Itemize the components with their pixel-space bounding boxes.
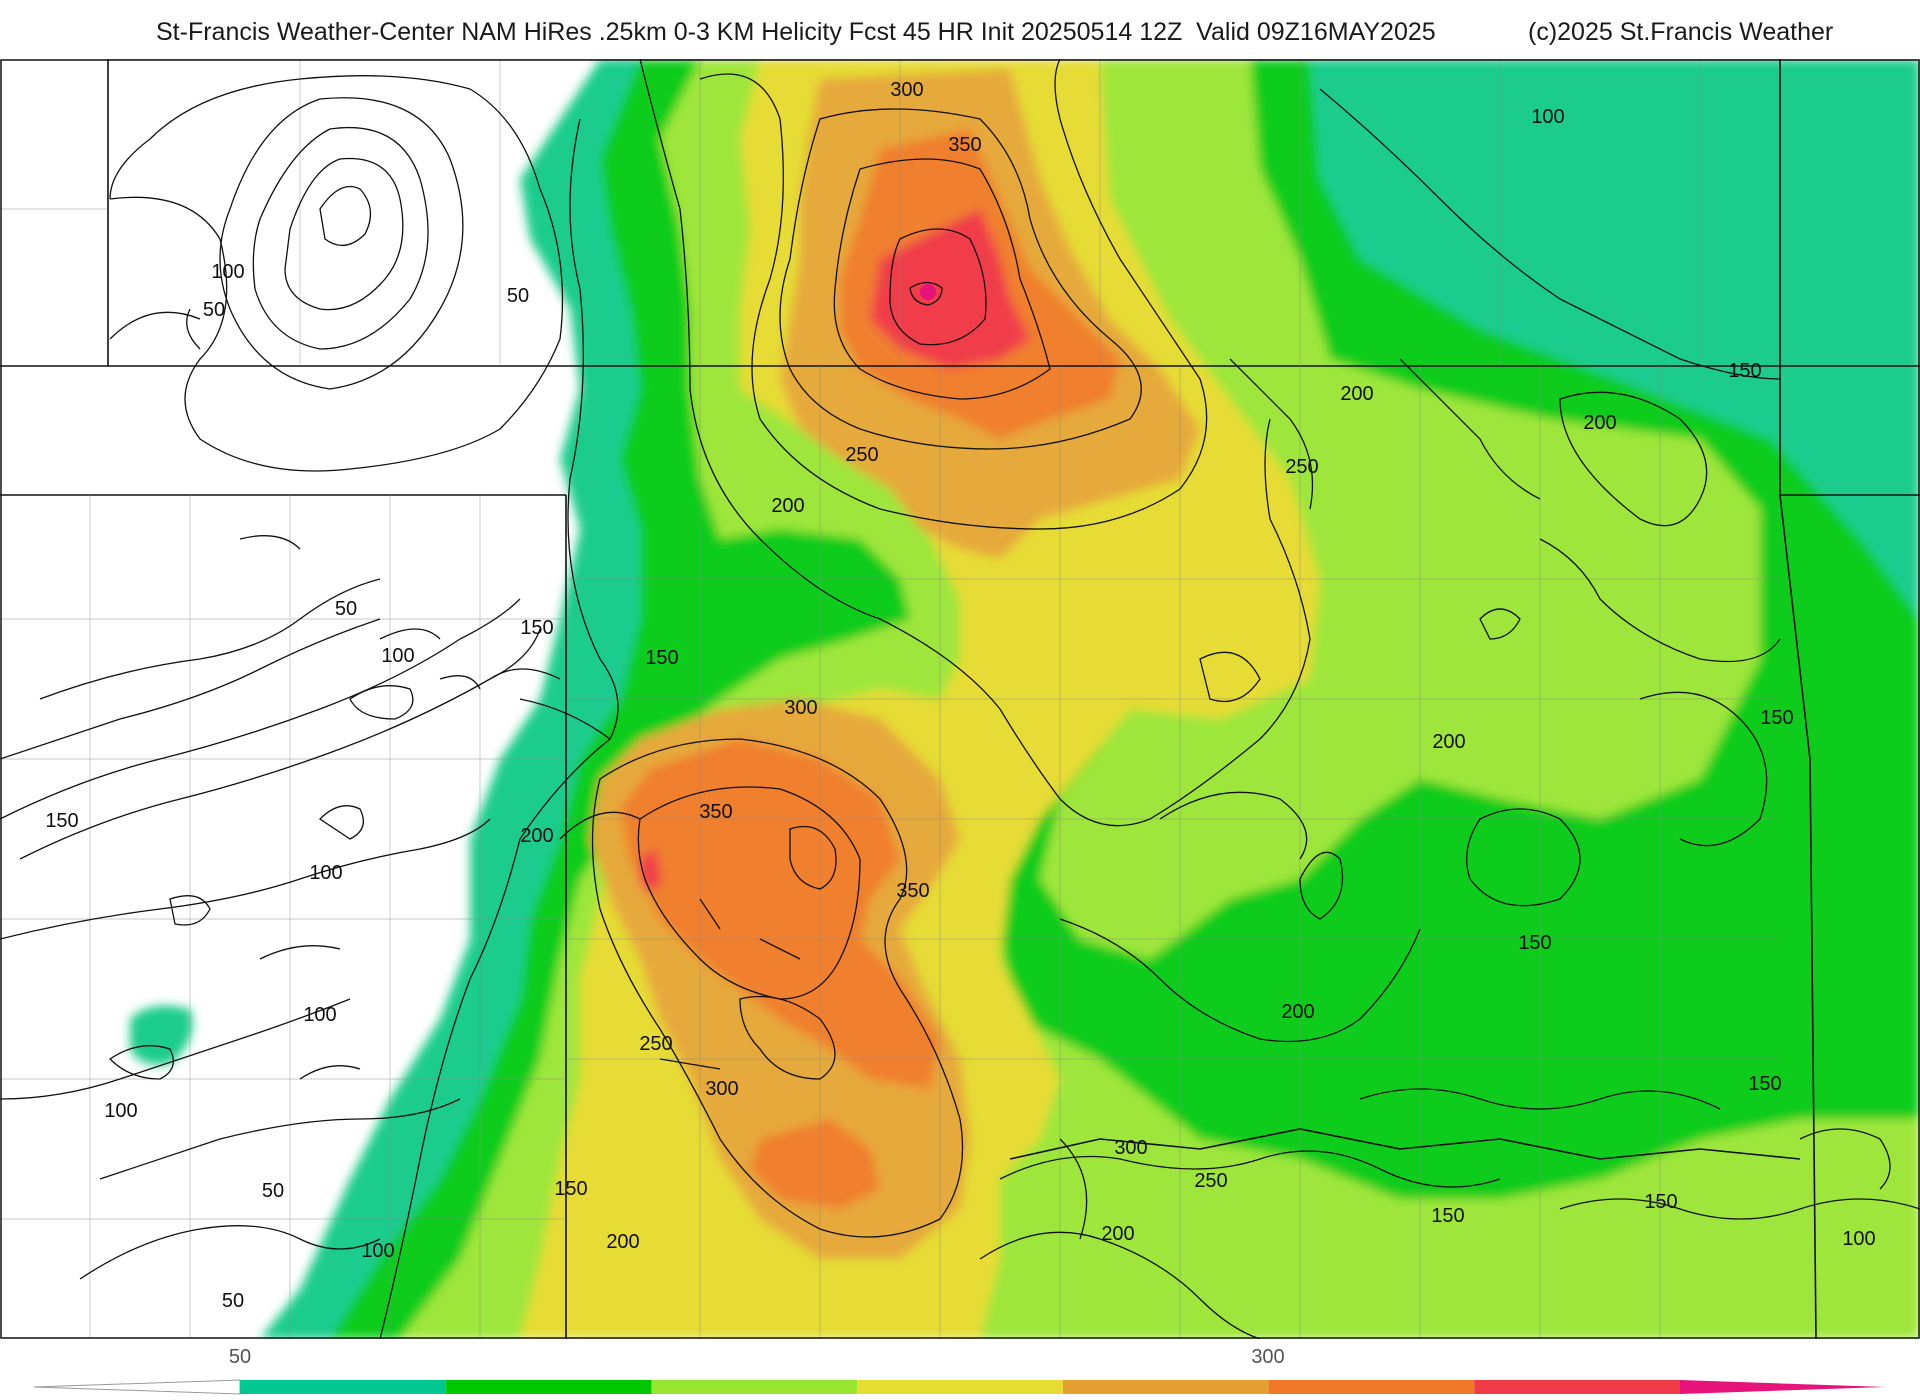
contour-label: 200 [520, 825, 553, 847]
contour-label: 50 [203, 299, 225, 321]
contour-label: 150 [1728, 360, 1761, 382]
contour-label: 350 [699, 801, 732, 823]
contour-label: 100 [211, 261, 244, 283]
contour-label: 200 [606, 1231, 639, 1253]
contour-label: 50 [262, 1180, 284, 1202]
contour-labels: 300 350 100 50 100 50 200 150 200 250 25… [45, 79, 1875, 1312]
contour-label: 150 [1431, 1205, 1464, 1227]
band-350-north [870, 209, 1030, 369]
legend-swatch [857, 1380, 1063, 1394]
county-lines [0, 59, 1780, 1339]
contour-label: 250 [1285, 456, 1318, 478]
contour-label: 100 [1842, 1228, 1875, 1250]
contour-label: 100 [381, 645, 414, 667]
contour-label: 100 [361, 1240, 394, 1262]
contour-label: 350 [896, 880, 929, 902]
band-300-south2 [750, 1119, 880, 1209]
legend-arrow-right [1680, 1380, 1886, 1394]
legend-swatch [1268, 1380, 1475, 1394]
contour-label: 200 [1583, 412, 1616, 434]
contour-label: 100 [1531, 106, 1564, 128]
contour-label: 250 [1194, 1170, 1227, 1192]
color-legend: 50 300 [33, 1346, 1886, 1395]
contour-label: 300 [1114, 1137, 1147, 1159]
contour-label: 200 [1432, 731, 1465, 753]
contour-label: 100 [303, 1004, 336, 1026]
contour-label: 150 [1760, 707, 1793, 729]
legend-arrow-left [33, 1379, 241, 1395]
max-spot [920, 284, 936, 300]
band-350-south [640, 849, 662, 894]
band-50-small [130, 1005, 193, 1065]
contour-label: 200 [771, 495, 804, 517]
contour-label: 250 [639, 1033, 672, 1055]
contour-label: 150 [45, 810, 78, 832]
map-title: St-Francis Weather-Center NAM HiRes .25k… [0, 14, 1920, 54]
helicity-map: 300 350 100 50 100 50 200 150 200 250 25… [0, 59, 1920, 1339]
contour-label: 50 [507, 285, 529, 307]
legend-swatch [445, 1380, 652, 1394]
contour-label: 50 [222, 1290, 244, 1312]
contour-label: 150 [1518, 932, 1551, 954]
legend-swatch [1062, 1380, 1269, 1394]
state-boundaries [0, 59, 1920, 1339]
contour-label: 50 [335, 598, 357, 620]
contour-label: 150 [520, 617, 553, 639]
contour-label: 250 [845, 444, 878, 466]
legend-tick-label: 50 [229, 1346, 251, 1368]
helicity-contours [0, 59, 1920, 1339]
contour-label: 100 [309, 862, 342, 884]
legend-tick-label: 300 [1251, 1346, 1284, 1368]
contour-label: 150 [645, 647, 678, 669]
contour-label: 200 [1340, 383, 1373, 405]
legend-swatches [240, 1380, 1680, 1394]
title-text: St-Francis Weather-Center NAM HiRes .25k… [156, 18, 1436, 46]
contour-label: 150 [554, 1178, 587, 1200]
contour-label: 200 [1281, 1001, 1314, 1023]
legend-swatch [240, 1380, 446, 1394]
legend-swatch [1474, 1380, 1680, 1394]
map-frame [0, 59, 1920, 1339]
contour-label: 300 [890, 79, 923, 101]
contour-label: 150 [1748, 1073, 1781, 1095]
copyright-text: (c)2025 St.Francis Weather [1528, 18, 1834, 46]
contour-label: 300 [705, 1078, 738, 1100]
contour-label: 300 [784, 697, 817, 719]
contour-label: 350 [948, 134, 981, 156]
legend-swatch [651, 1380, 858, 1394]
contour-label: 200 [1101, 1223, 1134, 1245]
contour-label: 100 [104, 1100, 137, 1122]
contour-label: 150 [1644, 1191, 1677, 1213]
